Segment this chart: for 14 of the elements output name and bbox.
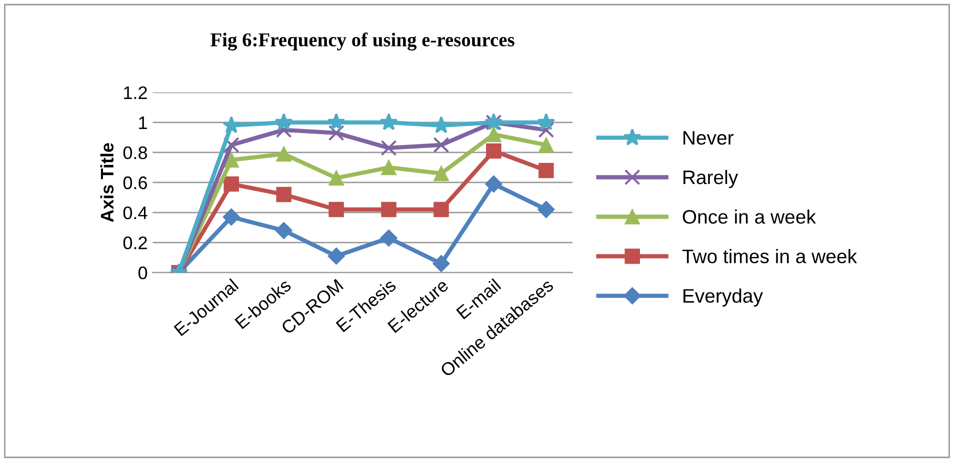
legend-label: Never <box>684 131 734 145</box>
y-tick-label: 1 <box>139 116 147 129</box>
y-tick-label: 0.2 <box>123 236 147 250</box>
legend-label: Everyday <box>684 288 763 307</box>
y-axis-title: Axis Title <box>100 143 114 222</box>
y-tick-label: 0 <box>138 266 148 280</box>
legend-label: Two times in a week <box>682 248 858 264</box>
y-tick-label: 0.6 <box>123 176 147 190</box>
y-tick-label: 1.2 <box>124 86 147 99</box>
legend-label: Once in a week <box>682 209 816 224</box>
y-tick-label: 0.4 <box>123 206 148 220</box>
legend-label: Rarely <box>684 170 738 188</box>
y-tick-label: 0.8 <box>123 146 147 160</box>
chart-title: Fig 6:Frequency of using e-resources <box>210 32 514 50</box>
